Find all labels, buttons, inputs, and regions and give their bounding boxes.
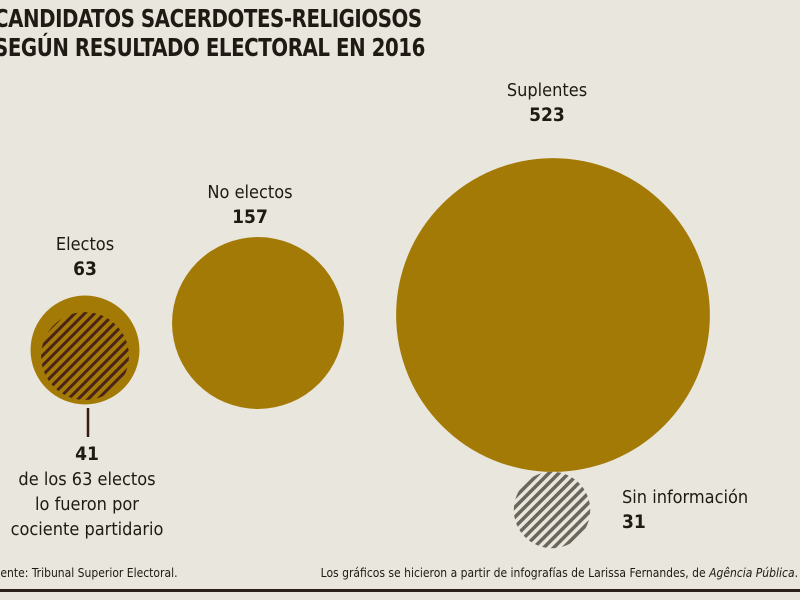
source-note: Fuente: Tribunal Superior Electoral.	[0, 566, 178, 580]
series-name: Sin información	[622, 487, 749, 508]
credit-agency: Agência Pública	[709, 566, 795, 580]
label-sin-info: Sin información 31	[622, 485, 748, 535]
series-name: No electos	[207, 182, 293, 203]
chart-title: CANDIDATOS SACERDOTES-RELIGIOSOS SEGÚN R…	[0, 4, 425, 62]
title-line-2: SEGÚN RESULTADO ELECTORAL EN 2016	[0, 33, 425, 62]
annotation-line: cociente partidario	[10, 519, 164, 540]
data-label: 157	[232, 206, 268, 228]
label-electos: Electos 63	[56, 232, 114, 282]
title-line-1: CANDIDATOS SACERDOTES-RELIGIOSOS	[0, 4, 422, 33]
data-label: 31	[622, 511, 646, 533]
label-suplentes: Suplentes 523	[507, 78, 587, 128]
bubble-no-electos	[172, 237, 344, 409]
data-label: 63	[73, 258, 97, 280]
bubble-electos-cociente	[41, 312, 129, 400]
bottom-rule	[0, 589, 800, 592]
series-name: Suplentes	[506, 80, 588, 101]
label-subset: 41 de los 63 electos lo fueron por cocie…	[11, 442, 164, 542]
label-no-electos: No electos 157	[207, 180, 292, 230]
credit-note: Los gráficos se hicieron a partir de inf…	[321, 566, 798, 580]
data-label: 41	[75, 443, 99, 465]
annotation-line: lo fueron por	[35, 494, 139, 515]
series-name: Electos	[55, 234, 115, 255]
annotation-line: de los 63 electos	[18, 469, 156, 490]
bubble-sin-informaci-n	[513, 471, 591, 549]
data-label: 523	[529, 104, 565, 126]
bubble-suplentes	[396, 158, 710, 472]
credit-text: Los gráficos se hicieron a partir de inf…	[320, 566, 710, 580]
credit-end: .	[794, 566, 798, 580]
